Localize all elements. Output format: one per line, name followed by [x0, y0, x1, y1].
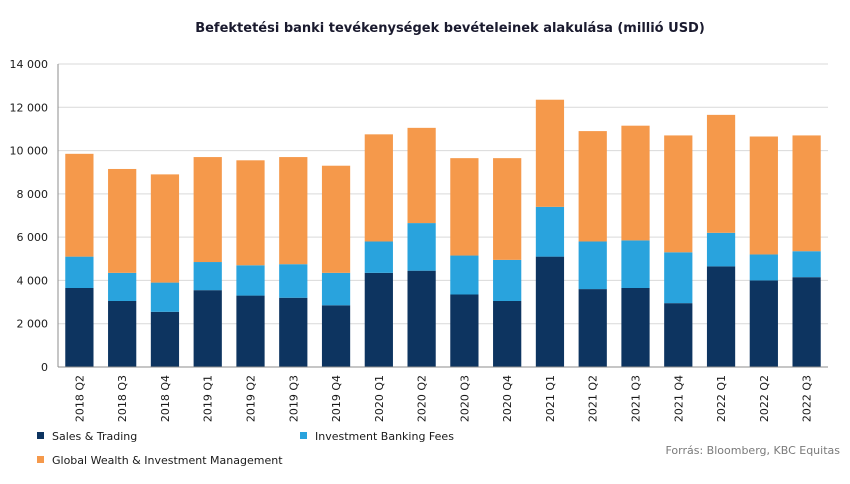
y-tick-label: 6 000 [17, 231, 49, 244]
x-tick-label: 2020 Q4 [501, 375, 514, 422]
legend-label: Investment Banking Fees [315, 430, 454, 443]
x-tick-label: 2019 Q2 [245, 375, 258, 422]
bar-segment [493, 300, 522, 367]
gridlines [58, 63, 828, 325]
bar-segment [792, 251, 821, 278]
bar-segment [535, 256, 565, 367]
bar-segment [193, 157, 222, 263]
x-tick-label: 2021 Q3 [630, 375, 643, 422]
x-tick-label: 2020 Q3 [458, 375, 471, 422]
legend: Sales & Trading Investment Banking Fees Gl… [37, 430, 454, 467]
y-tick-label: 10 000 [10, 145, 49, 158]
x-tick-label: 2022 Q2 [758, 375, 771, 422]
y-tick-label: 14 000 [10, 58, 49, 71]
x-tick-label: 2020 Q1 [373, 375, 386, 422]
bar-segment [450, 255, 479, 295]
x-tick-label: 2018 Q4 [159, 375, 172, 422]
x-tick-label: 2022 Q1 [715, 375, 728, 422]
bar-segment [706, 114, 736, 233]
bar-segment [578, 131, 607, 242]
y-tick-label: 0 [41, 361, 48, 374]
x-tick-label: 2021 Q2 [587, 375, 600, 422]
legend-label: Sales & Trading [52, 430, 137, 443]
y-tick-label: 2 000 [17, 318, 49, 331]
bar-segment [792, 277, 821, 367]
x-tick-label: 2021 Q1 [544, 375, 557, 422]
bar-segment [749, 136, 778, 255]
bar-segment [150, 282, 180, 312]
bar-segment [792, 135, 821, 252]
bar-segment [279, 157, 308, 265]
bar-segment [108, 300, 137, 367]
bar-segment [749, 254, 778, 281]
bar-segment [535, 206, 565, 257]
bar-segment [578, 289, 607, 367]
x-tick-label: 2018 Q3 [116, 375, 129, 422]
x-tick-label: 2021 Q4 [672, 375, 685, 422]
legend-swatch [37, 432, 44, 439]
bar-segment [535, 99, 565, 207]
x-tick-label: 2022 Q3 [801, 375, 814, 422]
bar-segment [407, 223, 436, 271]
bar-segment [321, 272, 351, 306]
bars [65, 99, 821, 367]
bar-segment [321, 305, 351, 367]
bar-segment [621, 288, 650, 367]
bar-segment [450, 294, 479, 367]
x-tick-label: 2019 Q1 [202, 375, 215, 422]
legend-swatch [300, 432, 307, 439]
bar-segment [65, 288, 94, 367]
x-tick-label: 2018 Q2 [73, 375, 86, 422]
bar-segment [664, 135, 693, 253]
bar-segment [65, 256, 94, 289]
x-tick-label: 2019 Q4 [330, 375, 343, 422]
legend-swatch [37, 456, 44, 463]
bar-segment [407, 127, 436, 224]
bar-segment [150, 174, 180, 283]
bar-segment [578, 241, 607, 290]
x-tick-label: 2020 Q2 [416, 375, 429, 422]
legend-label: Global Wealth & Investment Management [52, 454, 283, 467]
bar-segment [108, 272, 137, 301]
bar-segment [407, 270, 436, 367]
bar-segment [108, 168, 137, 273]
axes: 0 2 000 4 000 6 000 8 000 10 000 12 000 14 000 2… [10, 58, 828, 422]
bar-segment [621, 240, 650, 289]
bar-segment [493, 259, 522, 301]
bar-segment [664, 303, 693, 367]
bar-segment [321, 165, 351, 273]
y-tick-label: 4 000 [17, 274, 49, 287]
bar-segment [364, 241, 393, 273]
bar-segment [450, 158, 479, 256]
bar-segment [236, 160, 265, 266]
bar-segment [236, 265, 265, 296]
bar-segment [236, 295, 265, 367]
bar-segment [193, 290, 222, 367]
bar-segment [364, 134, 393, 242]
bar-segment [664, 252, 693, 304]
bar-segment [150, 311, 180, 367]
bar-segment [65, 153, 94, 257]
x-tick-label: 2019 Q3 [287, 375, 300, 422]
bar-segment [279, 264, 308, 298]
y-tick-label: 8 000 [17, 188, 49, 201]
y-tick-label: 12 000 [10, 101, 49, 114]
bar-segment [493, 158, 522, 260]
chart-title: Befektetési banki tevékenységek bevétele… [195, 21, 705, 36]
bar-segment [193, 262, 222, 291]
bar-segment [749, 280, 778, 367]
bar-segment [364, 272, 393, 367]
bar-segment [621, 125, 650, 241]
bar-segment [706, 232, 736, 267]
source-note: Forrás: Bloomberg, KBC Equitas [665, 444, 840, 457]
bar-segment [706, 266, 736, 367]
bar-segment [279, 297, 308, 367]
